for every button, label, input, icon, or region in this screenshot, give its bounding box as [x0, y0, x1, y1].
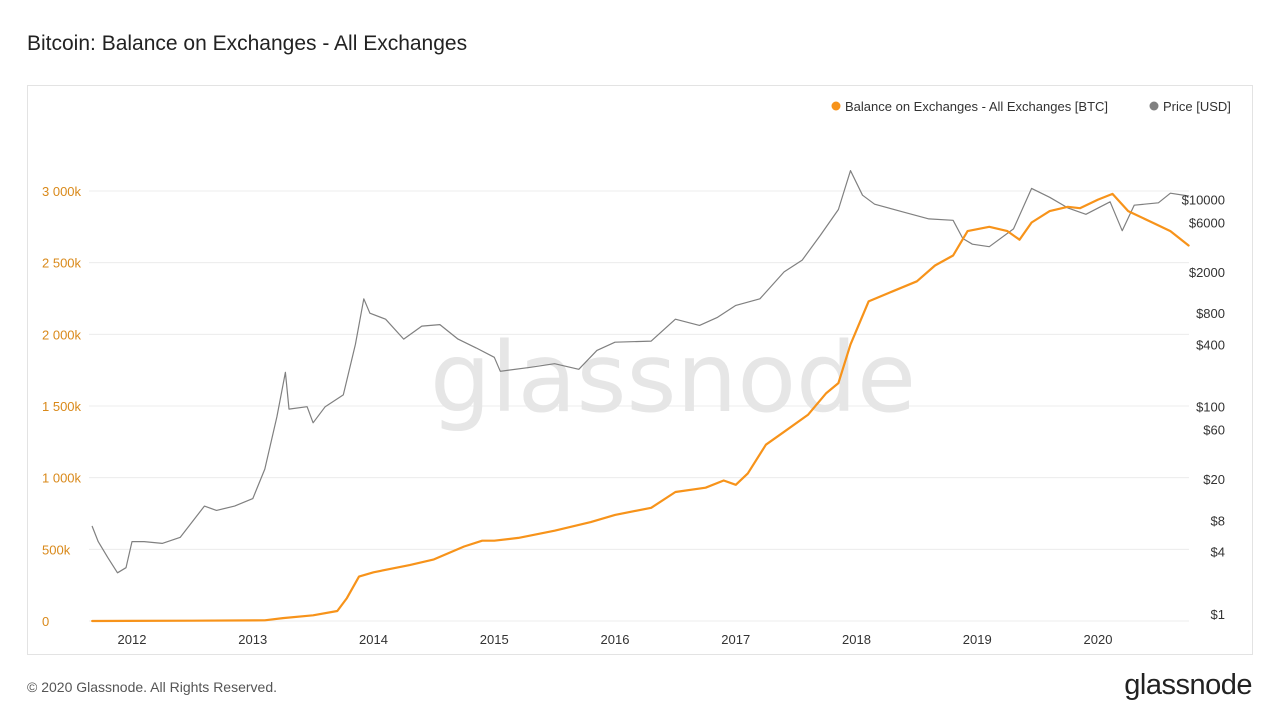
right-tick-label: $400 [1196, 337, 1225, 352]
x-axis: 2012 2013 2014 2015 2016 2017 2018 2019 2020 [118, 632, 1113, 647]
right-tick-label: $8 [1211, 513, 1225, 528]
legend-label-balance: Balance on Exchanges - All Exchanges [BT… [845, 99, 1108, 114]
legend-label-price: Price [USD] [1163, 99, 1231, 114]
left-tick-label: 2 000k [42, 327, 82, 342]
x-tick-label: 2014 [359, 632, 388, 647]
left-tick-label: 0 [42, 614, 49, 629]
chart-svg: glassnode 0 500k 1 000k 1 500k 2 000k 2 500k 3… [42, 99, 1231, 647]
x-tick-label: 2016 [601, 632, 630, 647]
right-tick-label: $2000 [1189, 265, 1225, 280]
legend-dot-balance [831, 101, 841, 111]
left-tick-label: 500k [42, 542, 71, 557]
right-tick-label: $4 [1211, 545, 1225, 560]
right-tick-label: $10000 [1182, 192, 1225, 207]
x-tick-label: 2017 [721, 632, 750, 647]
x-tick-label: 2020 [1084, 632, 1113, 647]
watermark-text: glassnode [430, 322, 916, 434]
right-tick-label: $800 [1196, 306, 1225, 321]
right-tick-label: $60 [1203, 423, 1225, 438]
left-axis: 0 500k 1 000k 1 500k 2 000k 2 500k 3 000k [42, 184, 82, 629]
x-tick-label: 2013 [238, 632, 267, 647]
legend-item-balance[interactable]: Balance on Exchanges - All Exchanges [BT… [831, 99, 1109, 114]
right-tick-label: $100 [1196, 400, 1225, 415]
series-layer [91, 170, 1190, 623]
chart-title: Bitcoin: Balance on Exchanges - All Exch… [27, 32, 468, 55]
series-line-balance [91, 192, 1190, 623]
x-tick-label: 2015 [480, 632, 509, 647]
legend-dot-price [1149, 101, 1159, 111]
left-tick-label: 1 000k [42, 471, 82, 486]
left-tick-label: 1 500k [42, 399, 82, 414]
grid-lines [89, 190, 1189, 622]
right-tick-label: $20 [1203, 472, 1225, 487]
right-axis: $1 $4 $8 $20 $60 $100 $400 $800 $2000 $6000 $10000 [1182, 192, 1225, 622]
legend[interactable]: Balance on Exchanges - All Exchanges [BT… [831, 99, 1231, 114]
legend-item-price[interactable]: Price [USD] [1149, 99, 1231, 114]
right-tick-label: $1 [1211, 607, 1225, 622]
left-tick-label: 2 500k [42, 256, 82, 271]
chart-frame: glassnode 0 500k 1 000k 1 500k 2 000k 2 500k 3… [27, 85, 1253, 655]
x-tick-label: 2019 [963, 632, 992, 647]
copyright-footer: © 2020 Glassnode. All Rights Reserved. [27, 679, 278, 695]
x-tick-label: 2012 [118, 632, 147, 647]
left-tick-label: 3 000k [42, 184, 82, 199]
x-tick-label: 2018 [842, 632, 871, 647]
series-line-price [91, 170, 1190, 574]
brand-logo: glassnode [1124, 669, 1252, 701]
right-tick-label: $6000 [1189, 215, 1225, 230]
